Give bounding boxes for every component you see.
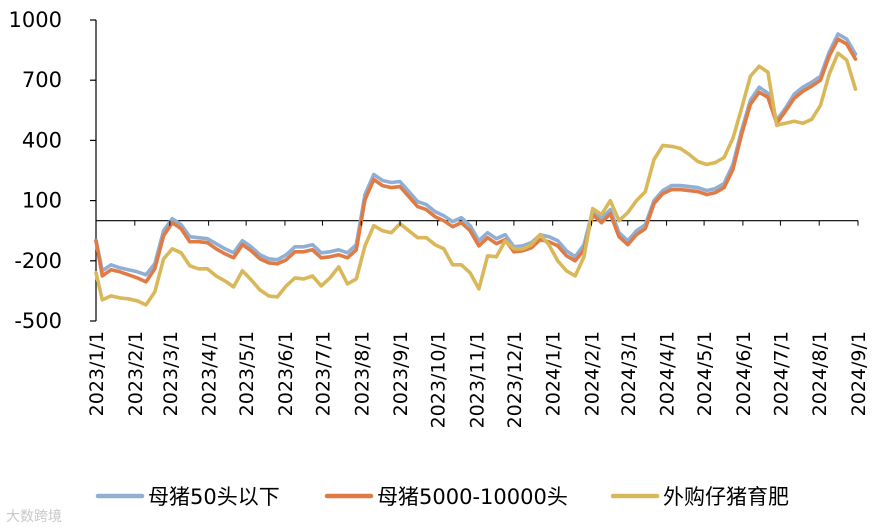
legend-label-1: 母猪50头以下 [148,485,280,509]
x-tick-label: 2024/7/1 [770,331,792,416]
watermark-text: 大数跨境 [6,509,62,525]
y-axis: 1000 700 400 100 -200 -500 [9,8,97,333]
series-line-3 [94,51,858,307]
y-tick-label: 1000 [9,8,62,32]
y-tick-label: 100 [22,189,62,213]
x-tick-label: 2023/5/1 [236,331,258,416]
y-tick-label: -200 [14,249,62,273]
legend-label-2: 母猪5000-10000头 [377,485,568,509]
x-tick-label: 2024/9/1 [848,331,870,416]
x-tick-label: 2024/2/1 [581,331,603,416]
x-tick-label: 2024/1/1 [543,331,565,416]
x-tick-label: 2024/3/1 [618,331,640,416]
x-tick-label: 2023/1/1 [86,331,108,416]
series-line-2 [94,37,858,284]
x-tick-label: 2023/10/1 [428,331,450,428]
x-tick-label: 2023/6/1 [275,331,297,416]
series-layer [94,32,858,307]
x-tick-label: 2024/6/1 [733,331,755,416]
legend-label-3: 外购仔猪育肥 [663,485,789,509]
y-tick-label: 700 [22,68,62,92]
y-tick-label: -500 [14,309,62,333]
x-tick-label: 2023/2/1 [125,331,147,416]
x-axis: 2023/1/1 2023/2/1 2023/3/1 2023/4/1 2023/5/1… [86,220,870,428]
y-tick-label: 400 [22,128,62,152]
x-tick-label: 2023/9/1 [390,331,412,416]
x-tick-label: 2024/4/1 [657,331,679,416]
x-tick-label: 2023/11/1 [466,331,488,428]
x-tick-label: 2023/12/1 [504,331,526,428]
x-tick-label: 2023/7/1 [312,331,334,416]
x-tick-label: 2023/3/1 [160,331,182,416]
series-line-1 [94,32,858,277]
x-tick-label: 2024/8/1 [809,331,831,416]
x-tick-label: 2024/5/1 [694,331,716,416]
legend: 母猪50头以下 母猪5000-10000头 外购仔猪育肥 [95,485,789,509]
x-tick-label: 2023/4/1 [199,331,221,416]
x-tick-label: 2023/8/1 [351,331,373,416]
